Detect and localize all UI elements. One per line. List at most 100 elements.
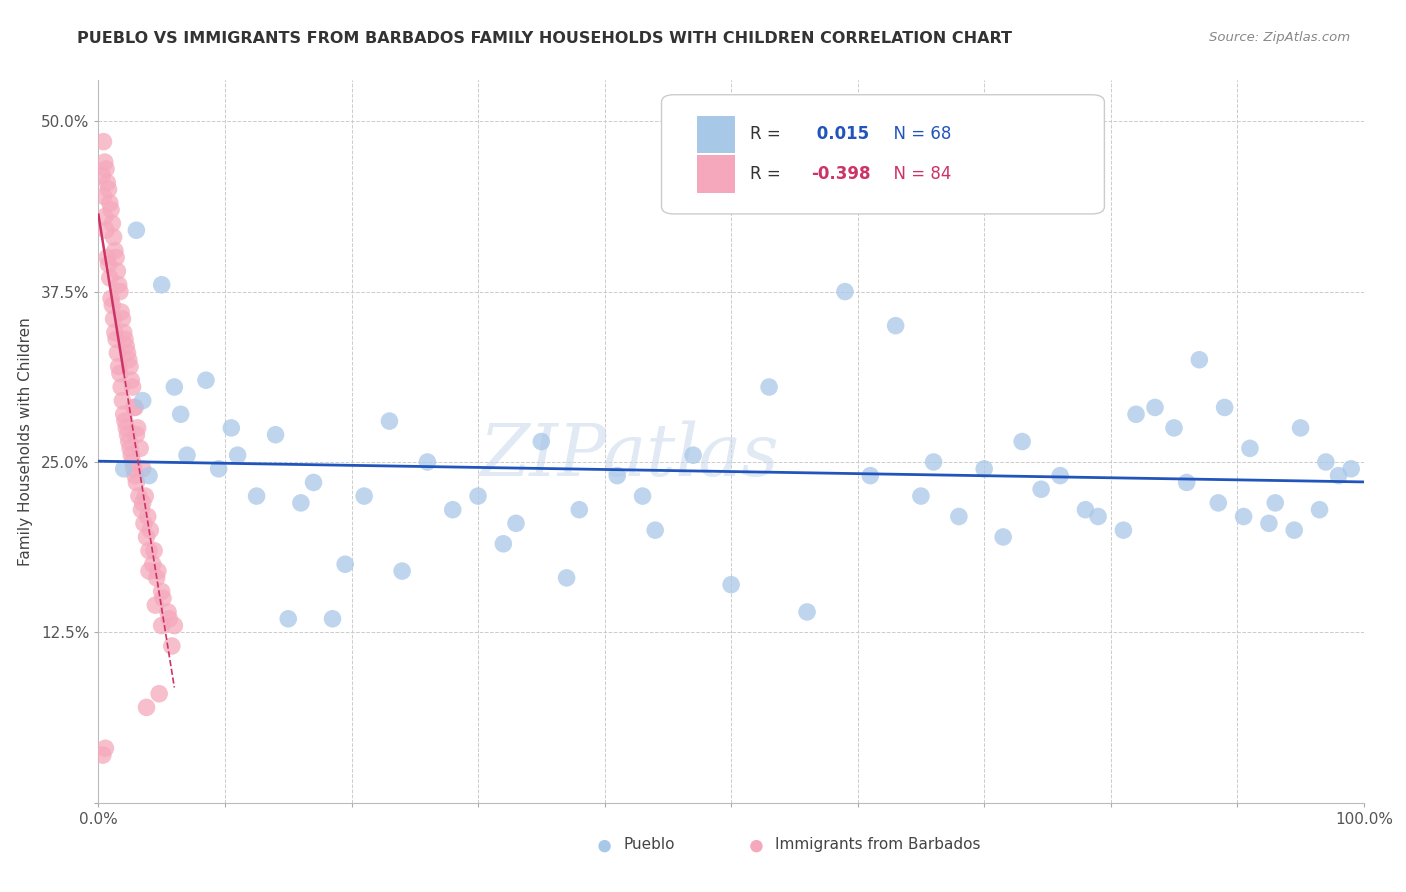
Point: [631, 489, 654, 503]
Point: [117, 346, 139, 360]
Point: [1125, 407, 1147, 421]
Point: [682, 448, 704, 462]
Point: [1188, 352, 1211, 367]
Point: [884, 318, 907, 333]
Point: [148, 687, 170, 701]
Point: [115, 421, 138, 435]
Point: [111, 393, 134, 408]
Point: [101, 216, 124, 230]
Point: [1087, 509, 1109, 524]
Text: Source: ZipAtlas.com: Source: ZipAtlas.com: [1209, 31, 1350, 45]
Point: [146, 564, 169, 578]
Point: [150, 584, 173, 599]
Point: [103, 230, 125, 244]
Point: [1239, 442, 1261, 456]
Point: [98, 196, 121, 211]
Point: [124, 401, 146, 415]
FancyBboxPatch shape: [697, 116, 735, 153]
Point: [142, 558, 165, 572]
Text: R =: R =: [751, 165, 786, 183]
Point: [1049, 468, 1071, 483]
Point: [135, 530, 157, 544]
Text: Pueblo: Pueblo: [623, 838, 675, 852]
Point: [98, 271, 121, 285]
Point: [97, 257, 120, 271]
Point: [277, 612, 299, 626]
Point: [96, 251, 118, 265]
Text: -0.398: -0.398: [811, 165, 870, 183]
Point: [122, 462, 145, 476]
Point: [93, 135, 115, 149]
Point: [122, 401, 145, 415]
Point: [290, 496, 312, 510]
Point: [157, 605, 180, 619]
Point: [1282, 523, 1305, 537]
Point: [108, 285, 131, 299]
Point: [176, 448, 198, 462]
Point: [138, 564, 160, 578]
Point: [194, 373, 217, 387]
Point: [121, 380, 143, 394]
Point: [834, 285, 856, 299]
Point: [1029, 482, 1052, 496]
Point: [1213, 401, 1236, 415]
Point: [169, 407, 191, 421]
Point: [132, 393, 155, 408]
Point: [93, 797, 115, 811]
Point: [112, 462, 135, 476]
Text: 0.015: 0.015: [811, 126, 869, 144]
Point: [152, 591, 174, 606]
Point: [129, 442, 152, 456]
Point: [110, 305, 132, 319]
Point: [131, 502, 153, 516]
Point: [101, 298, 124, 312]
Point: [335, 558, 357, 572]
Point: [568, 502, 591, 516]
Point: [796, 605, 818, 619]
Y-axis label: Family Households with Children: Family Households with Children: [17, 318, 32, 566]
Point: [118, 352, 141, 367]
Point: [112, 407, 135, 421]
Point: [111, 311, 134, 326]
FancyBboxPatch shape: [661, 95, 1105, 214]
Point: [128, 489, 150, 503]
Point: [143, 543, 166, 558]
Text: Immigrants from Barbados: Immigrants from Barbados: [776, 838, 981, 852]
Point: [132, 516, 155, 531]
Point: [110, 380, 132, 394]
Point: [1175, 475, 1198, 490]
Point: [1289, 421, 1312, 435]
Point: [606, 468, 628, 483]
Point: [120, 359, 141, 374]
Point: [264, 427, 287, 442]
Point: [378, 414, 401, 428]
Point: [132, 496, 155, 510]
Point: [139, 523, 162, 537]
Point: [107, 359, 129, 374]
Point: [125, 427, 148, 442]
Point: [120, 448, 142, 462]
Point: [208, 462, 231, 476]
Point: [246, 489, 269, 503]
Point: [1144, 401, 1167, 415]
Point: [114, 332, 136, 346]
Point: [1074, 502, 1097, 516]
Point: [145, 598, 166, 612]
Point: [94, 161, 117, 176]
Point: [100, 202, 122, 217]
Point: [103, 311, 125, 326]
Point: [125, 475, 148, 490]
Point: [321, 612, 344, 626]
Point: [118, 434, 141, 449]
Point: [467, 489, 489, 503]
Point: [391, 564, 413, 578]
Point: [226, 448, 249, 462]
Point: [353, 489, 375, 503]
Point: [132, 462, 155, 476]
Point: [644, 523, 666, 537]
Point: [505, 516, 527, 531]
Point: [91, 169, 114, 183]
Point: [1327, 468, 1350, 483]
Point: [134, 489, 156, 503]
Point: [107, 346, 129, 360]
